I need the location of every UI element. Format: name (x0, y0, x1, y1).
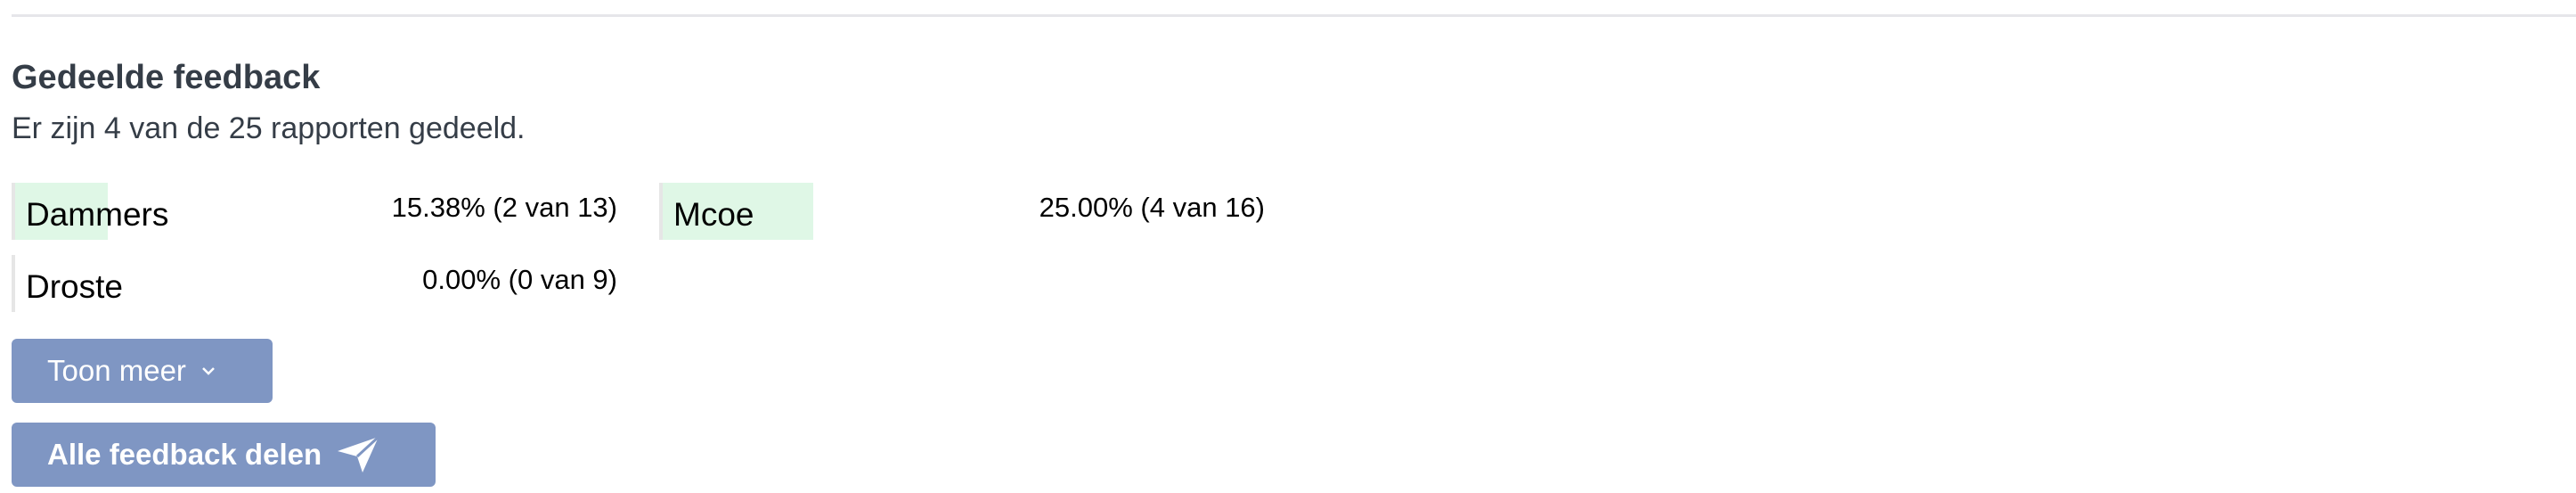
show-more-button[interactable]: Toon meer (12, 339, 273, 403)
progress-bar (15, 183, 108, 240)
divider (12, 14, 2576, 17)
item-value: 15.38% (2 van 13) (391, 192, 617, 223)
chevron-down-icon (202, 367, 215, 375)
list-item: Mcoe 25.00% (4 van 16) (659, 183, 1265, 240)
progress-bar (663, 183, 813, 240)
show-more-label: Toon meer (47, 354, 186, 387)
item-name: Dammers (26, 196, 169, 233)
list-item: Droste 0.00% (0 van 9) (12, 255, 617, 312)
share-all-feedback-button[interactable]: Alle feedback delen (12, 423, 436, 487)
section-title: Gedeelde feedback (12, 59, 321, 96)
item-value: 25.00% (4 van 16) (1039, 192, 1265, 223)
list-item: Dammers 15.38% (2 van 13) (12, 183, 617, 240)
item-name: Mcoe (673, 196, 754, 233)
item-value: 0.00% (0 van 9) (422, 264, 617, 295)
share-all-label: Alle feedback delen (47, 438, 322, 471)
section-subtitle: Er zijn 4 van de 25 rapporten gedeeld. (12, 111, 526, 145)
paper-plane-icon (338, 435, 380, 472)
item-name: Droste (26, 268, 123, 305)
